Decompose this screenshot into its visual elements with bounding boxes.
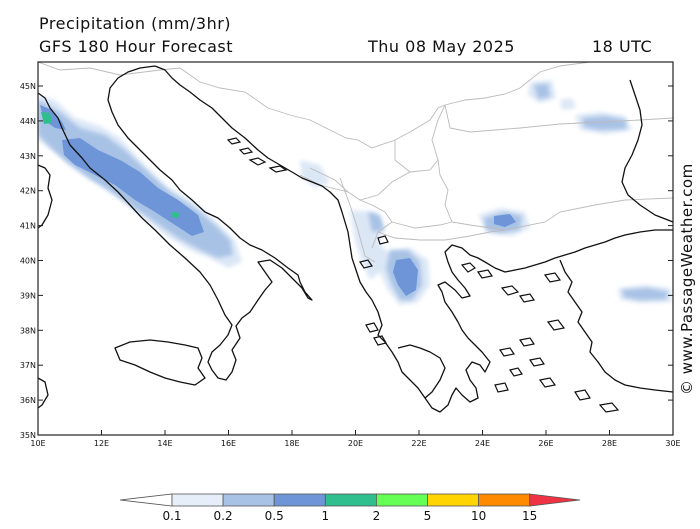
forecast-subtitle: GFS 180 Hour Forecast: [39, 37, 234, 56]
lat-label-37n: 37N: [20, 361, 36, 370]
lon-label-18e: 18E: [284, 439, 299, 448]
legend-label: 2: [372, 509, 381, 523]
lon-label-20e: 20E: [348, 439, 363, 448]
lat-label-43n: 43N: [20, 152, 36, 161]
lon-label-26e: 26E: [538, 439, 553, 448]
legend-low-triangle: [119, 493, 173, 507]
legend-swatch: [324, 493, 377, 507]
credit-text: © www.PassageWeather.com: [678, 163, 696, 395]
legend-swatch: [171, 493, 224, 507]
legend-high-triangle: [529, 493, 581, 507]
lat-label-36n: 36N: [20, 396, 36, 405]
map-title: Precipitation (mm/3hr): [39, 14, 232, 33]
map-frame-bg: [38, 62, 673, 435]
legend-label: 10: [470, 509, 487, 523]
legend-label: 15: [522, 509, 538, 523]
lat-label-45n: 45N: [20, 82, 36, 91]
legend-label: 0.5: [264, 509, 284, 523]
precip-green-layer: [41, 112, 180, 218]
coastlines: [38, 65, 673, 413]
legend-swatch: [273, 493, 326, 507]
forecast-date: Thu 08 May 2025: [368, 37, 515, 56]
lat-label-44n: 44N: [20, 117, 36, 126]
forecast-time: 18 UTC: [592, 37, 653, 56]
precip-heavy-layer: [40, 105, 516, 296]
lon-label-30e: 30E: [665, 439, 680, 448]
legend-label: 0.2: [213, 509, 233, 523]
precip-legend-colorbar: [119, 493, 581, 507]
lat-label-35n: 35N: [20, 431, 36, 440]
legend-swatch: [222, 493, 275, 507]
legend-swatch: [427, 493, 479, 507]
lon-label-24e: 24E: [475, 439, 490, 448]
lon-label-10e: 10E: [30, 439, 45, 448]
lon-label-12e: 12E: [94, 439, 109, 448]
lon-label-22e: 22E: [411, 439, 426, 448]
lon-label-16e: 16E: [221, 439, 236, 448]
lon-label-28e: 28E: [602, 439, 617, 448]
latitude-axis: 45N 44N 43N 42N 41N 40N 39N 38N 37N 36N 35N: [20, 82, 673, 440]
lat-label-40n: 40N: [20, 257, 36, 266]
lon-label-14e: 14E: [157, 439, 172, 448]
islands: [226, 137, 620, 413]
legend-label: 5: [423, 509, 432, 523]
legend-swatch: [375, 493, 428, 507]
legend-label: 1: [321, 509, 330, 523]
lat-label-41n: 41N: [20, 222, 36, 231]
lat-label-38n: 38N: [20, 326, 36, 335]
longitude-axis: 10E 12E 14E 16E 18E 20E 22E 24E 26E 28E 30E: [30, 430, 681, 448]
legend-swatch: [478, 493, 531, 507]
lat-label-42n: 42N: [20, 187, 36, 196]
legend-label: 0.1: [162, 509, 182, 523]
lat-label-39n: 39N: [20, 291, 36, 300]
